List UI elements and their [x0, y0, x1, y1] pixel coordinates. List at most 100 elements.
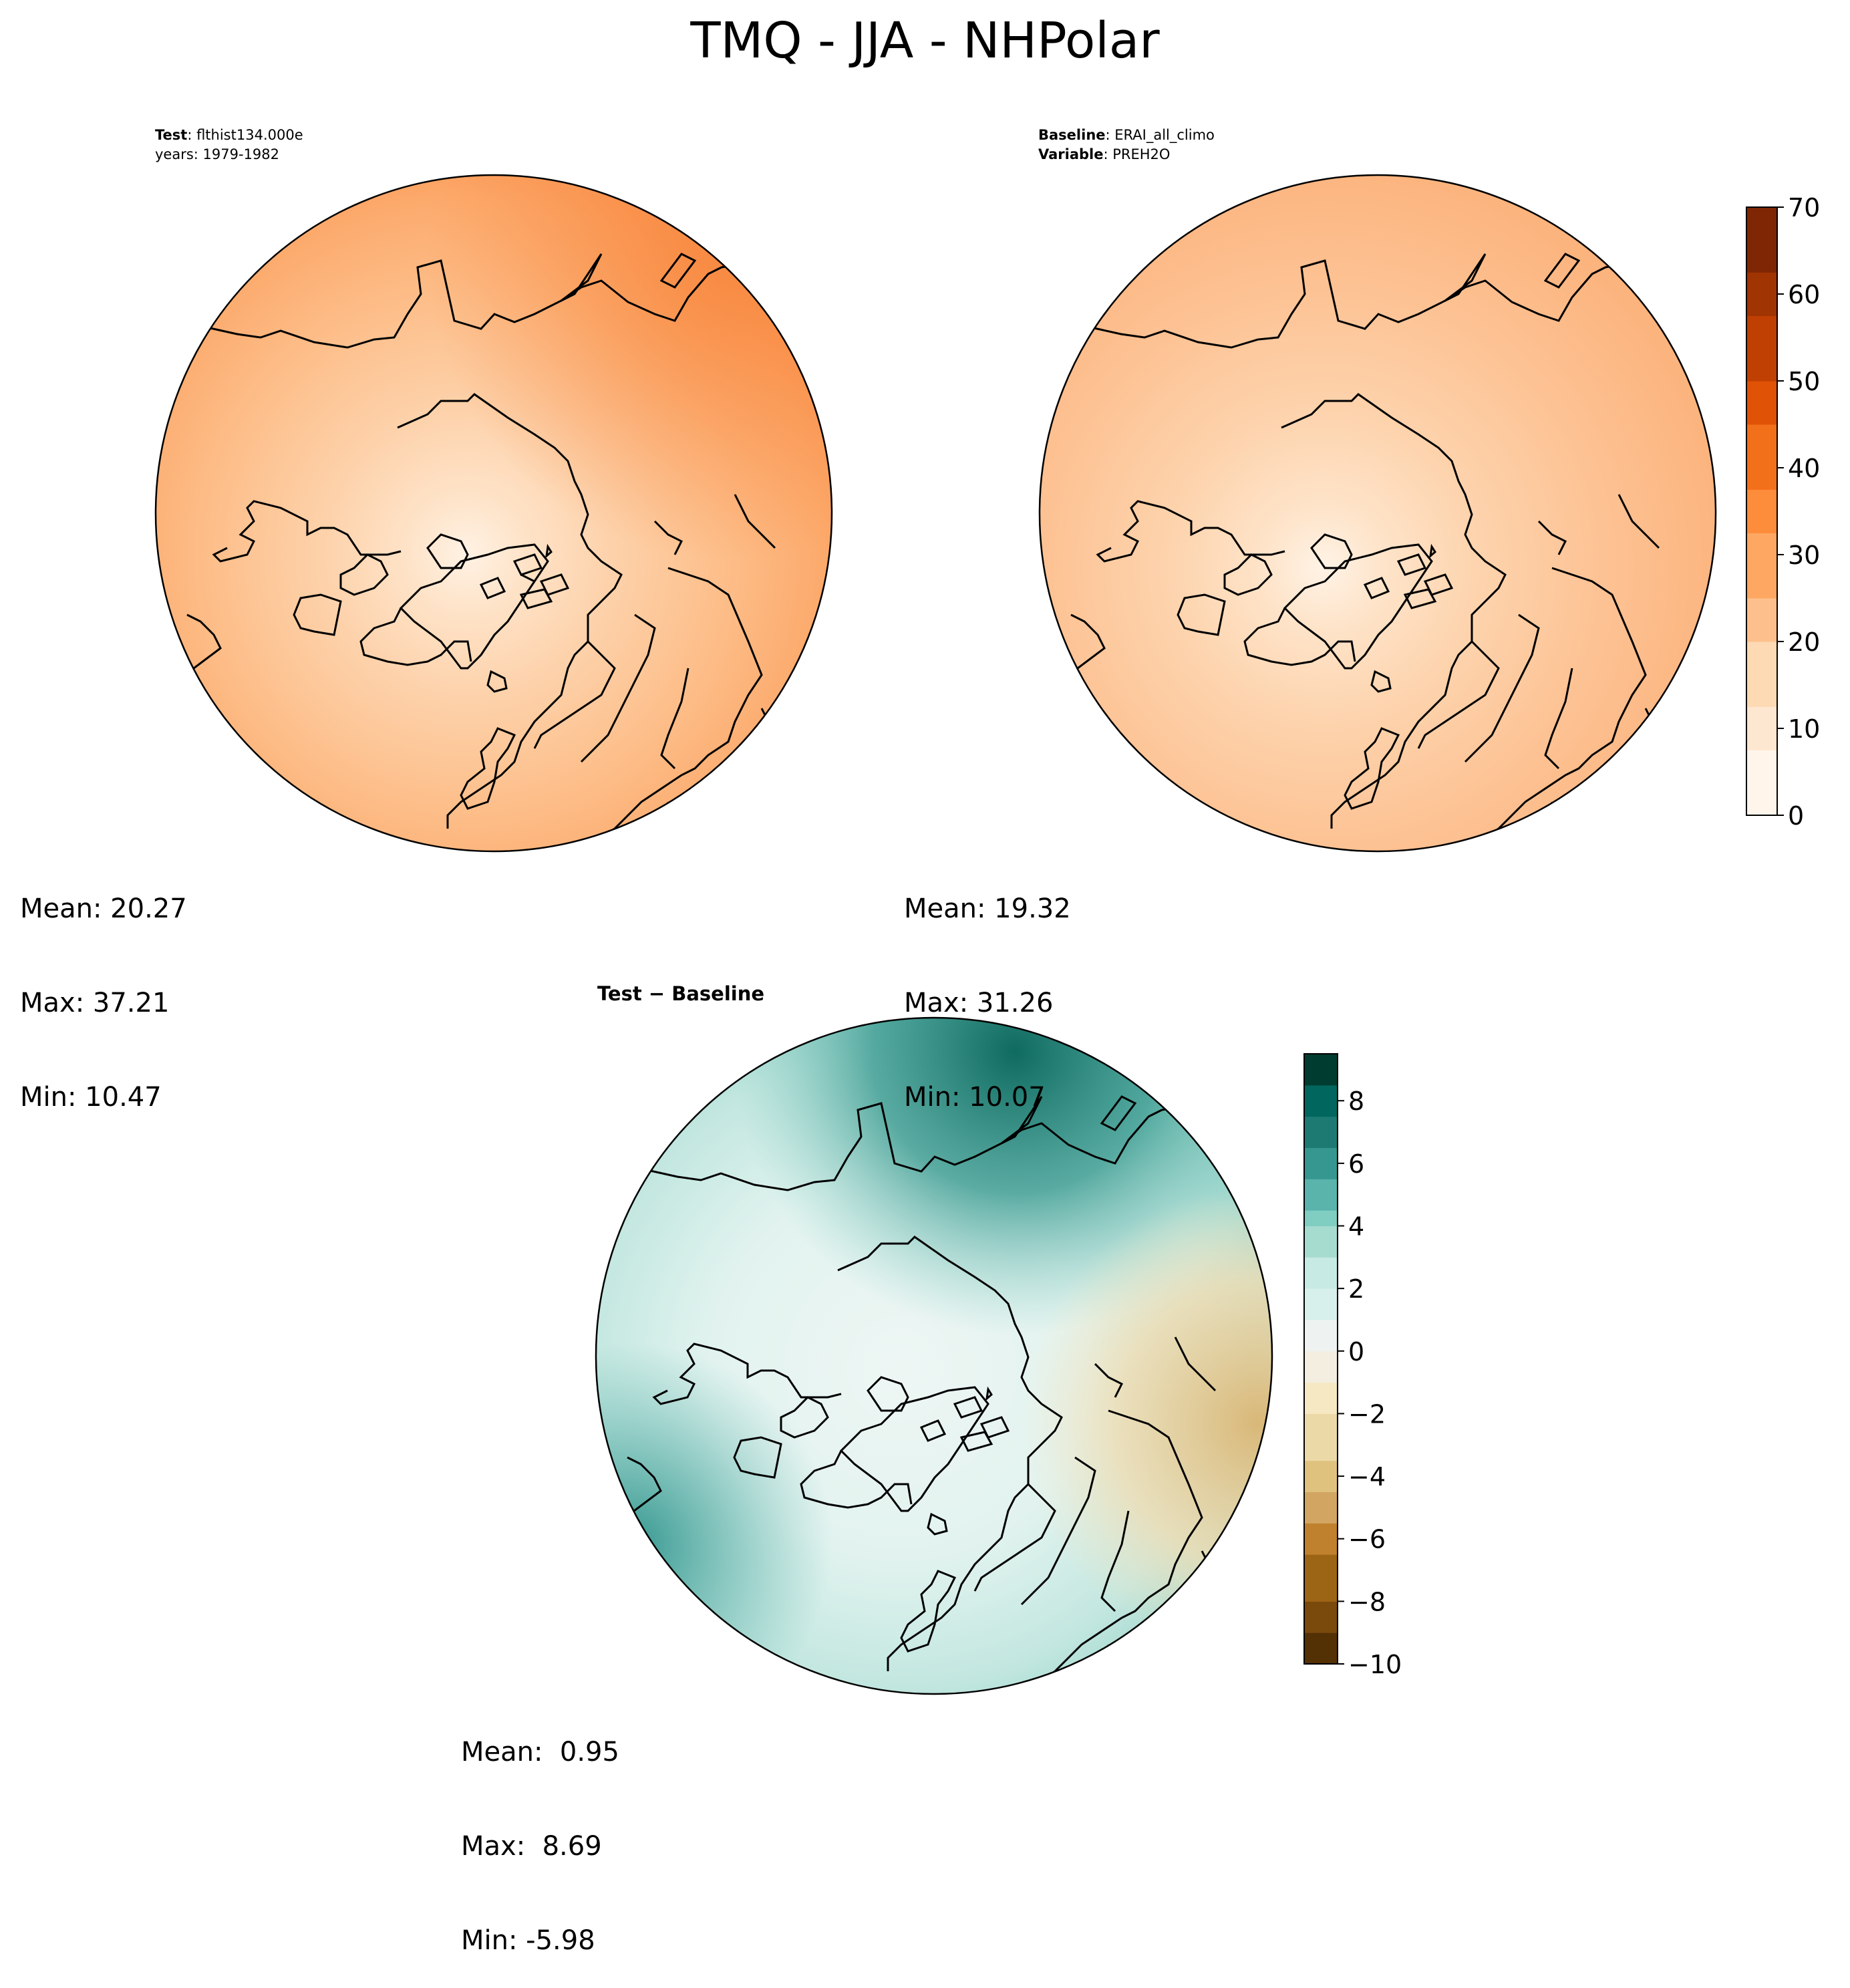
diff-colorbar-tick-label: 0: [1348, 1337, 1364, 1367]
main-colorbar-band: [1746, 619, 1777, 642]
diff-colorbar-band: [1304, 1132, 1338, 1148]
diff-colorbar-band: [1304, 1054, 1338, 1070]
diff-colorbar-band: [1304, 1163, 1338, 1179]
diff-colorbar-band: [1304, 1272, 1338, 1289]
test-label-key: Test: [155, 127, 188, 143]
diff-colorbar-band: [1304, 1179, 1338, 1195]
main-colorbar-band: [1746, 576, 1777, 599]
diff-colorbar-band: [1304, 1632, 1338, 1649]
difference-map: [595, 1016, 1273, 1695]
main-colorbar-band: [1746, 294, 1777, 316]
diff-colorbar-band: [1304, 1101, 1338, 1117]
main-colorbar-tick-label: 50: [1788, 367, 1820, 396]
main-colorbar-band: [1746, 207, 1777, 229]
diff-colorbar-tick-label: −4: [1348, 1462, 1386, 1492]
diff-colorbar-band: [1304, 1413, 1338, 1430]
test-stats: Mean: 20.27 Max: 37.21 Min: 10.47: [20, 831, 187, 1145]
diff-colorbar-tick-label: 4: [1348, 1212, 1364, 1242]
diff-colorbar-band: [1304, 1319, 1338, 1336]
diff-colorbar-tick-label: −8: [1348, 1587, 1386, 1616]
variable-label-key: Variable: [1038, 146, 1104, 162]
diff-colorbar-band: [1304, 1304, 1338, 1320]
baseline-label-value: : ERAI_all_climo: [1105, 127, 1215, 143]
diff-colorbar-tick-label: 6: [1348, 1149, 1364, 1179]
main-colorbar-band: [1746, 489, 1777, 512]
main-colorbar-band: [1746, 359, 1777, 382]
diff-colorbar-band: [1304, 1648, 1338, 1665]
main-colorbar-band: [1746, 381, 1777, 403]
main-colorbar-band: [1746, 685, 1777, 707]
diff-colorbar-band: [1304, 1460, 1338, 1477]
diff-colorbar-band: [1304, 1616, 1338, 1633]
baseline-map: [1038, 174, 1717, 853]
diff-colorbar-band: [1304, 1085, 1338, 1101]
test-coastlines: [186, 234, 832, 843]
diff-colorbar-band: [1304, 1492, 1338, 1508]
test-years-label: years: 1979-1982: [155, 146, 280, 162]
main-colorbar-band: [1746, 315, 1777, 338]
maps-canvas: 0 10 20 30 40 50 60 70 −10 −8 −6 −4 −2 0 2 4 6 8: [154, 174, 1820, 1695]
main-colorbar-band: [1746, 772, 1777, 794]
diff-stats: Mean: 0.95 Max: 8.69 Min: -5.98: [461, 1674, 619, 1988]
baseline-stats: Mean: 19.32 Max: 31.26 Min: 10.07: [904, 831, 1071, 1145]
diff-colorbar-band: [1304, 1210, 1338, 1227]
diff-colorbar-band: [1304, 1570, 1338, 1586]
diff-colorbar-band: [1304, 1147, 1338, 1164]
main-colorbar-band: [1746, 402, 1777, 425]
diff-colorbar-band: [1304, 1429, 1338, 1445]
main-colorbar-band: [1746, 555, 1777, 577]
main-colorbar-band: [1746, 642, 1777, 664]
baseline-panel-label: Baseline: ERAI_all_climo Variable: PREH2…: [1038, 126, 1215, 164]
test-mean: Mean: 20.27: [20, 893, 187, 924]
main-colorbar-tick-label: 70: [1788, 193, 1820, 223]
diff-colorbar-band: [1304, 1585, 1338, 1602]
main-colorbar-tick-label: 10: [1788, 714, 1820, 744]
test-map: [154, 174, 833, 853]
diff-colorbar-band: [1304, 1226, 1338, 1242]
main-colorbar-tick-label: 20: [1788, 627, 1820, 657]
main-colorbar: 0 10 20 30 40 50 60 70: [1746, 193, 1820, 831]
baseline-label-key: Baseline: [1038, 127, 1106, 143]
main-colorbar-band: [1746, 251, 1777, 273]
diff-colorbar-band: [1304, 1367, 1338, 1383]
main-colorbar-tick-label: 0: [1788, 801, 1804, 831]
test-panel-label: Test: flthist134.000e years: 1979-1982: [155, 126, 303, 164]
diff-colorbar-band: [1304, 1507, 1338, 1524]
main-colorbar-band: [1746, 511, 1777, 533]
diff-colorbar-band: [1304, 1523, 1338, 1540]
diff-panel-title: Test − Baseline: [597, 982, 765, 1005]
main-colorbar-band: [1746, 728, 1777, 750]
diff-colorbar-tick-label: −10: [1348, 1650, 1402, 1679]
main-colorbar-band: [1746, 468, 1777, 490]
figure-title: TMQ - JJA - NHPolar: [690, 12, 1160, 69]
baseline-mean: Mean: 19.32: [904, 893, 1071, 924]
diff-colorbar-band: [1304, 1382, 1338, 1399]
baseline-max: Max: 31.26: [904, 988, 1054, 1018]
diff-colorbar-band: [1304, 1335, 1338, 1352]
main-colorbar-band: [1746, 337, 1777, 360]
main-colorbar-frame: [1746, 206, 1778, 816]
main-colorbar-band: [1746, 793, 1777, 816]
main-colorbar-band: [1746, 663, 1777, 686]
main-colorbar-tick-label: 30: [1788, 541, 1820, 570]
diff-mean: Mean: 0.95: [461, 1737, 619, 1767]
diff-colorbar-band: [1304, 1398, 1338, 1414]
main-colorbar-band: [1746, 750, 1777, 772]
diff-colorbar-frame: [1303, 1053, 1338, 1665]
test-max: Max: 37.21: [20, 988, 170, 1018]
diff-min: Min: -5.98: [461, 1925, 595, 1956]
main-colorbar-band: [1746, 229, 1777, 251]
diff-colorbar-band: [1304, 1241, 1338, 1258]
main-colorbar-band: [1746, 533, 1777, 555]
diff-colorbar-tick-label: −6: [1348, 1525, 1386, 1554]
diff-colorbar-band: [1304, 1069, 1338, 1086]
diff-colorbar-tick-label: 8: [1348, 1087, 1364, 1116]
diff-colorbar-tick-label: −2: [1348, 1399, 1386, 1429]
diff-colorbar-band: [1304, 1257, 1338, 1274]
main-colorbar-tick-label: 40: [1788, 454, 1820, 483]
diff-colorbar: −10 −8 −6 −4 −2 0 2 4 6 8: [1303, 1053, 1402, 1679]
test-label-value: : flthist134.000e: [187, 127, 303, 143]
diff-colorbar-band: [1304, 1445, 1338, 1461]
diff-colorbar-band: [1304, 1351, 1338, 1367]
diff-colorbar-band: [1304, 1116, 1338, 1133]
